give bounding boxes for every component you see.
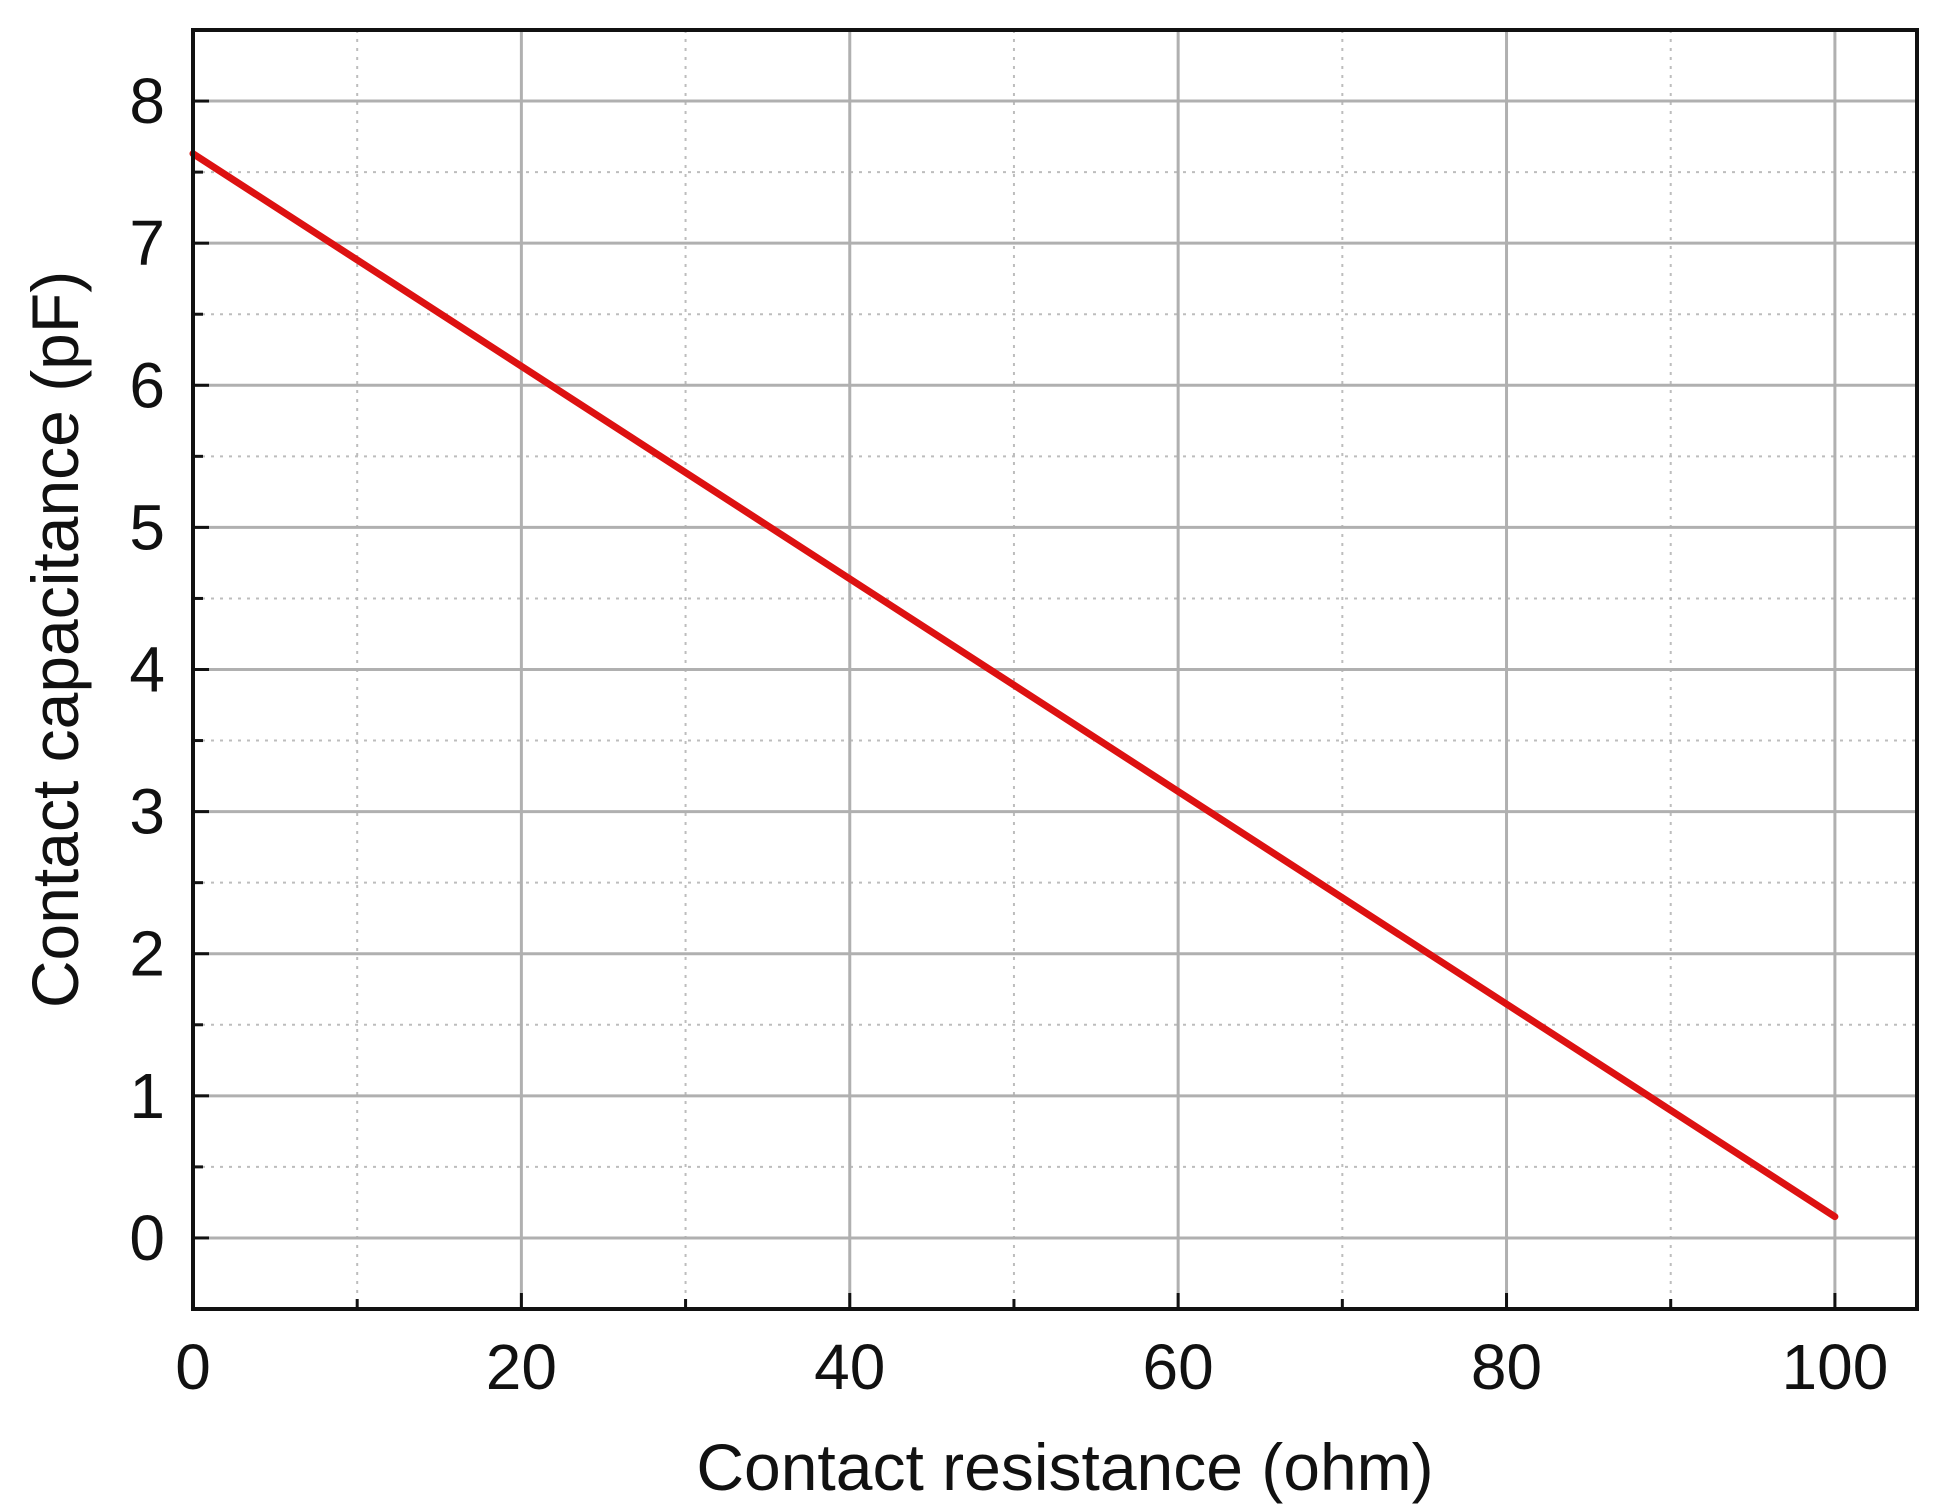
y-tick-label: 7: [129, 207, 165, 279]
series-layer: [189, 150, 1839, 1221]
x-tick-label: 80: [1471, 1331, 1542, 1403]
y-axis-tick-labels: 0 1 2 3 4 5 6 7 8: [129, 65, 165, 1274]
series-line: [189, 150, 1839, 1221]
x-tick-label: 100: [1782, 1331, 1889, 1403]
y-axis-title: Contact capacitance (pF): [18, 271, 92, 1008]
x-tick-label: 20: [486, 1331, 557, 1403]
y-tick-label: 3: [129, 776, 165, 848]
x-tick-label: 60: [1143, 1331, 1214, 1403]
y-tick-label: 2: [129, 918, 165, 990]
axis-ticks: [191, 99, 1837, 1309]
major-grid: [193, 30, 1917, 1309]
y-tick-label: 5: [129, 491, 165, 563]
x-axis-tick-labels: 0 20 40 60 80 100: [175, 1331, 1888, 1403]
y-tick-label: 1: [129, 1060, 165, 1132]
x-tick-label: 0: [175, 1331, 211, 1403]
y-tick-label: 6: [129, 349, 165, 421]
x-tick-label: 40: [814, 1331, 885, 1403]
x-axis-title: Contact resistance (ohm): [696, 1430, 1433, 1504]
y-tick-label: 4: [129, 634, 165, 706]
y-tick-label: 0: [129, 1202, 165, 1274]
y-tick-label: 8: [129, 65, 165, 137]
